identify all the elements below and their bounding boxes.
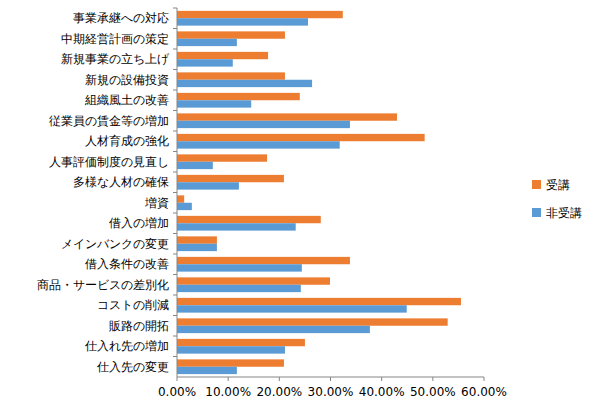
category-tick — [173, 49, 177, 50]
category-label: 中期経営計画の策定 — [61, 32, 169, 46]
legend-label: 受講 — [546, 178, 570, 192]
category-tick — [173, 213, 177, 214]
category-tick — [173, 295, 177, 296]
x-tick-label: 60.00% — [461, 385, 507, 399]
category-tick — [173, 69, 177, 70]
category-tick — [173, 336, 177, 337]
bar — [177, 11, 343, 18]
category-tick — [173, 28, 177, 29]
bar — [177, 277, 330, 284]
bar — [177, 59, 233, 66]
category-label: 借入条件の改善 — [85, 257, 169, 271]
category-tick — [173, 315, 177, 316]
category-tick — [173, 151, 177, 152]
x-tick — [279, 377, 280, 381]
bar — [177, 80, 312, 87]
category-label: 人材育成の強化 — [85, 134, 169, 148]
bars — [177, 11, 461, 374]
x-tick-label: 10.00% — [205, 385, 251, 399]
x-tick-label: 20.00% — [256, 385, 302, 399]
bar — [177, 154, 267, 161]
bar — [177, 31, 285, 38]
category-label: 新規の設備投資 — [85, 73, 169, 87]
bar — [177, 72, 285, 79]
category-tick — [173, 8, 177, 9]
category-tick — [173, 172, 177, 173]
category-label: 仕入先の変更 — [96, 360, 169, 374]
x-tick-label: 40.00% — [359, 385, 405, 399]
bar — [177, 257, 350, 264]
bar — [177, 52, 268, 59]
bar — [177, 346, 285, 353]
category-tick — [173, 233, 177, 234]
category-label: 組織風土の改善 — [84, 93, 169, 107]
bar — [177, 203, 192, 210]
x-tick — [381, 377, 382, 381]
category-tick — [173, 274, 177, 275]
category-label: コストの削減 — [97, 298, 169, 312]
legend-swatch — [532, 208, 541, 217]
category-label: 販路の開拓 — [109, 319, 169, 333]
legend-label: 非受講 — [546, 206, 582, 220]
x-tick — [177, 377, 178, 381]
bar — [177, 244, 217, 251]
x-tick — [330, 377, 331, 381]
category-label: 従業員の賃金等の増加 — [49, 114, 169, 128]
bar — [177, 195, 184, 202]
category-tick — [173, 131, 177, 132]
category-label: 新規事業の立ち上げ — [61, 52, 170, 66]
legend-swatch — [532, 180, 541, 189]
bar — [177, 298, 461, 305]
chart: 事業承継への対応中期経営計画の策定新規事業の立ち上げ新規の設備投資組織風土の改善… — [0, 0, 592, 405]
bar — [177, 264, 302, 271]
bar — [177, 39, 237, 46]
x-tick — [228, 377, 229, 381]
category-label: メインバンクの変更 — [61, 237, 169, 251]
category-label: 多様な人材の確保 — [73, 175, 169, 189]
category-tick — [173, 356, 177, 357]
bar — [177, 162, 213, 169]
category-tick — [173, 254, 177, 255]
bar — [177, 134, 425, 141]
category-label: 増資 — [144, 196, 169, 210]
bar — [177, 236, 217, 243]
category-label: 商品・サービスの差別化 — [37, 278, 169, 292]
x-tick — [484, 377, 485, 381]
bar — [177, 141, 340, 148]
bar — [177, 182, 239, 189]
bar — [177, 318, 448, 325]
bar — [177, 326, 370, 333]
bar — [177, 100, 251, 107]
x-tick-label: 30.00% — [308, 385, 354, 399]
bar — [177, 175, 284, 182]
x-tick — [432, 377, 433, 381]
category-tick — [173, 90, 177, 91]
bar — [177, 223, 296, 230]
bar — [177, 93, 300, 100]
x-tick-label: 0.00% — [158, 385, 196, 399]
category-tick — [173, 192, 177, 193]
bar — [177, 121, 350, 128]
category-label: 人事評価制度の見直し — [49, 155, 169, 169]
bar — [177, 339, 305, 346]
bar — [177, 359, 284, 366]
x-tick-label: 50.00% — [410, 385, 456, 399]
bar — [177, 18, 308, 25]
category-label: 事業承継への対応 — [73, 11, 169, 25]
category-tick — [173, 110, 177, 111]
category-label: 借入の増加 — [109, 216, 169, 230]
category-label: 仕入れ先の増加 — [84, 339, 169, 353]
bar — [177, 367, 237, 374]
bar — [177, 305, 407, 312]
bar — [177, 285, 301, 292]
bar — [177, 216, 321, 223]
bar — [177, 113, 397, 120]
